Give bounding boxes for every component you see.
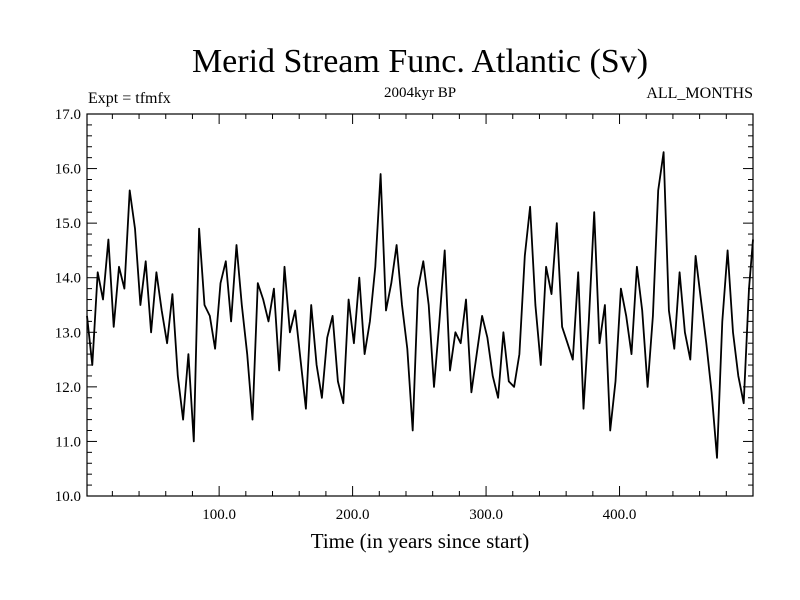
y-tick-label: 11.0 bbox=[55, 434, 81, 450]
chart-title: Merid Stream Func. Atlantic (Sv) bbox=[192, 43, 648, 80]
months-label: ALL_MONTHS bbox=[646, 85, 753, 102]
x-tick-label: 100.0 bbox=[202, 507, 236, 523]
y-tick-label: 16.0 bbox=[55, 162, 81, 178]
y-tick-label: 13.0 bbox=[55, 325, 81, 341]
plot-frame bbox=[86, 113, 754, 497]
experiment-label: Expt = tfmfx bbox=[88, 90, 171, 107]
y-tick-label: 12.0 bbox=[55, 380, 81, 396]
y-tick-label: 17.0 bbox=[55, 107, 81, 123]
y-tick-label: 14.0 bbox=[55, 271, 81, 287]
axis-ticks bbox=[87, 113, 754, 497]
period-label: 2004kyr BP bbox=[384, 85, 456, 101]
x-tick-label: 200.0 bbox=[336, 507, 370, 523]
y-tick-label: 15.0 bbox=[55, 216, 81, 232]
x-axis-label: Time (in years since start) bbox=[311, 529, 530, 553]
x-tick-label: 400.0 bbox=[603, 507, 637, 523]
x-tick-labels: 100.0 200.0 300.0 400.0 bbox=[202, 507, 636, 523]
x-tick-label: 300.0 bbox=[469, 507, 503, 523]
y-tick-labels: 10.0 11.0 12.0 13.0 14.0 15.0 16.0 17.0 bbox=[55, 107, 81, 505]
y-tick-label: 10.0 bbox=[55, 489, 81, 505]
series-line bbox=[86, 151, 754, 459]
